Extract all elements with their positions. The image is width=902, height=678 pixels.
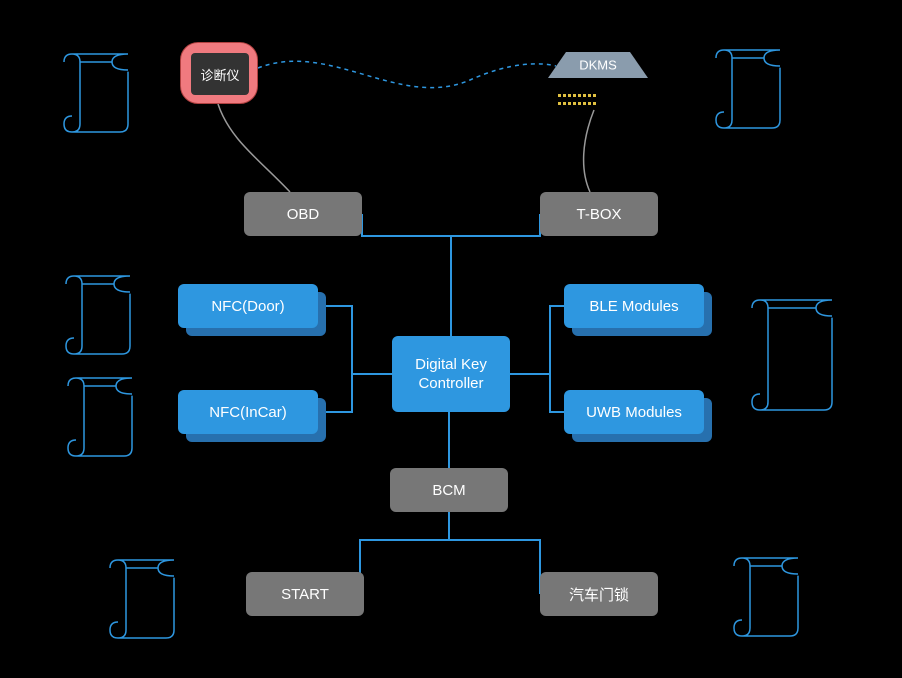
lock-node: 汽车门锁 bbox=[540, 572, 658, 616]
dashed-link bbox=[258, 61, 556, 87]
nfc-incar-label: NFC(InCar) bbox=[209, 404, 287, 421]
ble-node: BLE Modules bbox=[564, 284, 704, 328]
dkms-label: DKMS bbox=[579, 57, 617, 72]
start-label: START bbox=[281, 586, 329, 603]
ble-label: BLE Modules bbox=[589, 298, 678, 315]
diagram-stage: { "canvas": { "width": 902, "height": 67… bbox=[0, 0, 902, 678]
device-label: 诊断仪 bbox=[200, 65, 239, 84]
dkms-trapezoid bbox=[548, 52, 648, 78]
scroll-icon bbox=[66, 276, 130, 354]
bcm-node: BCM bbox=[390, 468, 508, 512]
diagnostic-device: 诊断仪 bbox=[180, 42, 258, 104]
scroll-icon bbox=[716, 50, 780, 128]
connector-gray bbox=[218, 104, 290, 192]
connector-blue bbox=[550, 374, 564, 412]
tbox-node: T-BOX bbox=[540, 192, 658, 236]
connector-blue bbox=[449, 540, 540, 594]
scroll-icon bbox=[734, 558, 798, 636]
center-label: Digital Key Controller bbox=[415, 355, 487, 394]
nfc-incar-node: NFC(InCar) bbox=[178, 390, 318, 434]
start-node: START bbox=[246, 572, 364, 616]
center-node: Digital Key Controller bbox=[392, 336, 510, 412]
connector-gray bbox=[584, 110, 594, 192]
uwb-node: UWB Modules bbox=[564, 390, 704, 434]
tbox-label: T-BOX bbox=[576, 206, 621, 223]
scroll-icon bbox=[64, 54, 128, 132]
connector-blue bbox=[451, 214, 540, 236]
scroll-icon bbox=[68, 378, 132, 456]
scroll-icon bbox=[110, 560, 174, 638]
connector-blue bbox=[510, 306, 564, 374]
scroll-icon bbox=[752, 300, 832, 410]
connector-blue bbox=[362, 214, 451, 236]
bcm-label: BCM bbox=[432, 482, 465, 499]
uwb-label: UWB Modules bbox=[586, 404, 682, 421]
lock-label: 汽车门锁 bbox=[569, 584, 629, 605]
connector-blue bbox=[318, 306, 392, 374]
nfc-door-node: NFC(Door) bbox=[178, 284, 318, 328]
obd-label: OBD bbox=[287, 206, 320, 223]
device-screen: 诊断仪 bbox=[191, 53, 249, 95]
obd-node: OBD bbox=[244, 192, 362, 236]
nfc-door-label: NFC(Door) bbox=[211, 298, 284, 315]
server-dots bbox=[558, 94, 596, 105]
connector-blue bbox=[360, 512, 449, 594]
